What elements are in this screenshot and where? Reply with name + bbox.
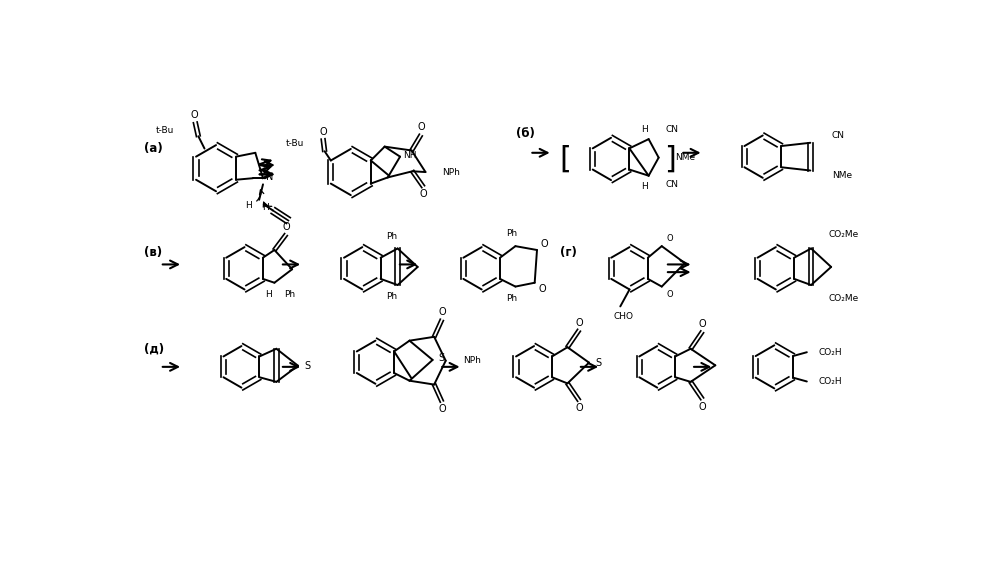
Text: Ph: Ph [506,229,517,238]
Text: O: O [698,402,706,412]
Text: O: O [438,404,446,414]
Text: O: O [539,284,546,294]
Text: O: O [666,290,673,299]
Text: H: H [245,201,252,210]
Text: (д): (д) [144,343,165,356]
Text: NMe: NMe [676,153,696,162]
Text: S: S [304,361,310,371]
Text: CO₂H: CO₂H [818,348,842,357]
Text: Ph: Ph [506,295,517,304]
Text: O: O [191,111,198,121]
Text: t-Bu: t-Bu [155,126,174,135]
Text: Ph: Ph [386,292,397,301]
Text: CN: CN [666,181,679,190]
Text: t-Bu: t-Bu [285,139,304,148]
Text: O: O [575,318,583,328]
Text: S: S [439,353,445,364]
Text: H: H [265,290,272,299]
Text: O: O [419,190,427,199]
Text: O: O [319,127,327,137]
Text: H: H [641,182,648,191]
Text: O: O [417,122,425,132]
Text: CO₂H: CO₂H [818,377,842,386]
Text: NPh: NPh [463,356,481,365]
Text: [: [ [559,144,571,173]
FancyArrowPatch shape [257,190,264,201]
Text: ]: ] [664,144,676,173]
Text: CN: CN [832,131,845,140]
Text: (б): (б) [516,127,535,140]
Text: O: O [282,222,290,232]
Text: Ph: Ph [386,232,397,241]
Text: N: N [266,172,274,182]
Text: O: O [666,234,673,243]
Text: H: H [262,203,269,212]
Text: (а): (а) [144,142,163,155]
Text: CO₂Me: CO₂Me [828,230,858,239]
Text: CO₂Me: CO₂Me [828,295,858,304]
Text: Ph: Ph [284,290,295,299]
Text: CN: CN [666,125,679,135]
Text: NMe: NMe [832,172,852,181]
Text: CHO: CHO [613,312,633,321]
Text: O: O [698,319,706,329]
Text: (в): (в) [144,246,163,259]
Text: NH: NH [403,150,417,159]
Text: O: O [438,307,446,317]
Text: NPh: NPh [442,168,460,177]
Text: O: O [541,239,549,249]
Text: H: H [641,125,648,134]
Text: S: S [595,357,601,367]
Text: O: O [575,403,583,413]
Text: (г): (г) [560,246,577,259]
FancyArrowPatch shape [263,202,272,207]
